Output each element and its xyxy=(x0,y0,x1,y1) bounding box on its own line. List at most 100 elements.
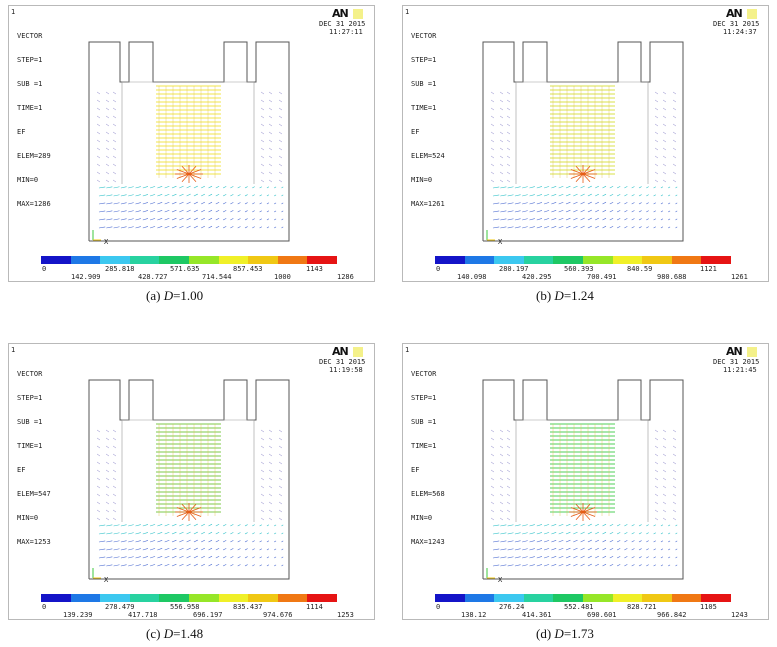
field-arrow xyxy=(602,523,607,527)
field-arrow xyxy=(186,225,191,229)
field-arrow xyxy=(105,429,110,433)
field-arrow xyxy=(506,123,511,127)
field-arrow xyxy=(278,509,283,513)
field-arrow xyxy=(529,564,535,567)
field-arrow xyxy=(529,540,535,543)
caption-a: (a) D=1.00 xyxy=(146,288,203,304)
field-arrow xyxy=(215,564,220,567)
field-arrow xyxy=(654,501,659,505)
field-arrow xyxy=(135,524,141,527)
field-arrow xyxy=(98,548,106,551)
field-arrow xyxy=(222,218,227,221)
field-arrow xyxy=(222,532,227,535)
field-arrow xyxy=(112,99,117,103)
field-arrow xyxy=(252,564,255,567)
field-arrow xyxy=(662,171,667,175)
field-arrow xyxy=(105,179,110,183)
field-arrow xyxy=(654,445,659,449)
field-arrow xyxy=(208,531,213,535)
field-arrow xyxy=(499,437,504,441)
field-arrow xyxy=(551,202,557,205)
field-arrow xyxy=(580,531,585,535)
field-arrow xyxy=(624,524,628,527)
field-arrow xyxy=(252,532,255,535)
field-arrow xyxy=(565,523,571,527)
field-arrow xyxy=(499,485,504,489)
field-arrow xyxy=(573,209,578,213)
field-arrow xyxy=(106,210,113,213)
field-arrow xyxy=(244,202,248,205)
field-arrow xyxy=(529,548,535,551)
field-arrow xyxy=(595,563,600,567)
field-arrow xyxy=(105,91,110,95)
field-arrow xyxy=(237,186,241,189)
header-line: ELEM=289 xyxy=(17,152,51,160)
field-arrow xyxy=(631,210,635,213)
field-arrow xyxy=(672,99,677,103)
field-arrow xyxy=(96,91,101,95)
field-arrow xyxy=(222,556,227,559)
field-arrow xyxy=(150,532,156,535)
field-arrow xyxy=(259,564,262,567)
field-arrow xyxy=(573,217,578,221)
field-arrow xyxy=(536,564,543,567)
field-arrow xyxy=(616,524,621,527)
field-arrow xyxy=(506,163,511,167)
field-arrow xyxy=(536,226,543,229)
field-arrow xyxy=(112,171,117,175)
caption-variable: D xyxy=(163,288,174,303)
field-arrow xyxy=(281,226,284,229)
field-arrow xyxy=(587,539,592,543)
field-arrow xyxy=(96,445,101,449)
field-arrow xyxy=(506,429,511,433)
legend-label: 1121 xyxy=(700,265,717,273)
field-arrow xyxy=(106,564,113,567)
axis-mark: X xyxy=(498,576,503,584)
field-arrow xyxy=(157,226,163,229)
field-arrow xyxy=(171,225,177,229)
field-arrow xyxy=(499,509,504,513)
field-arrow xyxy=(587,523,592,527)
legend-swatch xyxy=(642,256,672,264)
field-arrow xyxy=(135,210,141,213)
field-arrow xyxy=(266,524,270,527)
field-arrow xyxy=(260,469,265,473)
field-arrow xyxy=(602,531,607,535)
field-arrow xyxy=(98,218,106,221)
field-arrow xyxy=(278,131,283,135)
field-arrow xyxy=(662,493,667,497)
field-arrow xyxy=(105,517,110,521)
field-arrow xyxy=(135,564,141,567)
field-arrow xyxy=(274,194,277,197)
field-arrow xyxy=(654,131,659,135)
field-arrow xyxy=(208,523,213,527)
field-arrow xyxy=(492,218,500,221)
field-arrow xyxy=(113,218,120,221)
legend-label: 0 xyxy=(436,265,441,273)
field-arrow xyxy=(266,564,270,567)
color-legend xyxy=(435,256,731,264)
field-arrow xyxy=(631,540,635,543)
plot-time: 11:19:58 xyxy=(329,366,363,374)
header-line: ELEM=524 xyxy=(411,152,445,160)
field-arrow xyxy=(587,217,592,221)
field-arrow xyxy=(268,179,273,183)
field-arrow xyxy=(244,210,248,213)
legend-swatch xyxy=(41,256,71,264)
field-arrow xyxy=(522,564,528,567)
field-arrow xyxy=(268,155,273,159)
field-arrow xyxy=(580,185,585,189)
field-arrow xyxy=(150,540,156,543)
field-arrow xyxy=(179,201,184,205)
field-arrow xyxy=(529,202,535,205)
field-arrow xyxy=(201,523,206,527)
field-arrow xyxy=(500,186,507,189)
field-arrow xyxy=(96,477,101,481)
field-arrow xyxy=(215,548,220,551)
field-arrow xyxy=(638,540,642,543)
field-arrow xyxy=(259,186,262,189)
legend-label: 840.59 xyxy=(627,265,653,273)
field-arrow xyxy=(638,564,642,567)
field-arrow xyxy=(96,163,101,167)
field-arrow xyxy=(128,556,134,559)
